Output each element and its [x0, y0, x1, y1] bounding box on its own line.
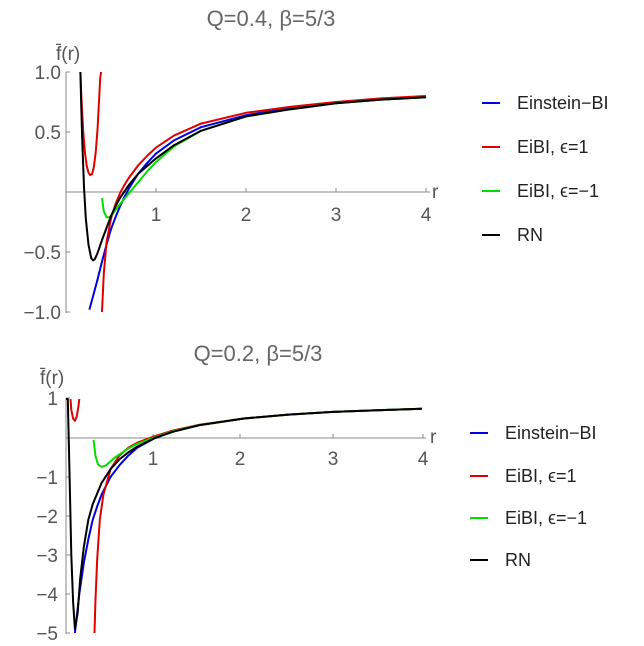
top-y-tick-label-neg-0-5: −0.5 [23, 243, 61, 264]
top-panel-title: Q=0.4, β=5/3 [207, 6, 336, 31]
bottom-legend: Einstein−BI EiBI, ϵ=1 EiBI, ϵ=−1 RN [470, 423, 597, 570]
top-legend: Einstein−BI EiBI, ϵ=1 EiBI, ϵ=−1 RN [482, 93, 609, 245]
top-x-tick-label-2: 2 [241, 205, 252, 226]
top-y-tick-label-neg-1: −1.0 [23, 303, 61, 324]
top-legend-label-eibi-pos: EiBI, ϵ=1 [517, 137, 589, 157]
bottom-y-tick-label-neg-2: −2 [36, 507, 58, 528]
series-line-1-1-eibi-1 [69, 398, 81, 422]
bottom-panel-x-label: r [430, 427, 437, 448]
top-legend-label-eibi-neg: EiBI, ϵ=−1 [517, 181, 599, 201]
top-legend-entry-einstein-bi: Einstein−BI [482, 93, 609, 113]
top-legend-label-rn: RN [517, 225, 543, 245]
top-x-tick-label-1: 1 [151, 205, 162, 226]
bottom-y-tick-label-neg-3: −3 [36, 546, 58, 567]
bottom-panel-series [66, 398, 423, 634]
bottom-legend-entry-einstein-bi: Einstein−BI [470, 423, 597, 443]
top-legend-label-einstein-bi: Einstein−BI [517, 93, 609, 113]
series-line-0-3-eibi-1 [101, 96, 427, 219]
top-panel: Q=0.4, β=5/3 f̄(r) r 1 2 3 4 1.0 0.5 −0.… [23, 6, 439, 324]
top-panel-series [79, 71, 427, 313]
series-line-1-0-einstein-bi [73, 407, 423, 634]
bottom-y-tick-label-neg-1: −1 [36, 468, 58, 489]
series-line-0-0-einstein-bi [88, 96, 427, 310]
series-line-1-4-rn [66, 398, 423, 631]
top-legend-entry-rn: RN [482, 225, 543, 245]
series-line-0-4-rn [79, 71, 427, 262]
bottom-legend-label-einstein-bi: Einstein−BI [505, 423, 597, 443]
bottom-legend-label-rn: RN [505, 550, 531, 570]
top-y-tick-label-0-5: 0.5 [35, 123, 61, 144]
bottom-legend-label-eibi-pos: EiBI, ϵ=1 [505, 466, 577, 486]
series-line-0-2-eibi-1 [101, 95, 427, 313]
bottom-panel-title: Q=0.2, β=5/3 [194, 341, 323, 366]
top-x-tick-label-4: 4 [421, 205, 432, 226]
bottom-legend-label-eibi-neg: EiBI, ϵ=−1 [505, 508, 587, 528]
bottom-legend-entry-eibi-pos: EiBI, ϵ=1 [470, 466, 577, 486]
bottom-x-tick-label-4: 4 [418, 449, 429, 470]
bottom-y-tick-label-neg-4: −4 [36, 585, 58, 606]
bottom-panel-y-label: f̄(r) [40, 368, 65, 389]
top-y-tick-label-1: 1.0 [35, 63, 61, 84]
bottom-legend-entry-eibi-neg: EiBI, ϵ=−1 [470, 508, 587, 528]
bottom-legend-entry-rn: RN [470, 550, 531, 570]
top-panel-y-label: f̄(r) [56, 44, 81, 65]
bottom-y-tick-label-neg-5: −5 [36, 624, 58, 641]
bottom-y-tick-label-1: 1 [47, 389, 58, 410]
top-legend-entry-eibi-pos: EiBI, ϵ=1 [482, 137, 589, 157]
bottom-x-tick-label-3: 3 [328, 449, 339, 470]
bottom-panel: Q=0.2, β=5/3 f̄(r) r 1 2 3 4 1 −1 −2 −3 … [36, 341, 437, 645]
top-x-tick-label-3: 3 [331, 205, 342, 226]
bottom-x-tick-label-1: 1 [148, 449, 159, 470]
series-line-0-1-eibi-1 [79, 71, 103, 177]
bottom-x-tick-label-2: 2 [235, 449, 246, 470]
top-legend-entry-eibi-neg: EiBI, ϵ=−1 [482, 181, 599, 201]
top-panel-x-label: r [432, 182, 439, 203]
